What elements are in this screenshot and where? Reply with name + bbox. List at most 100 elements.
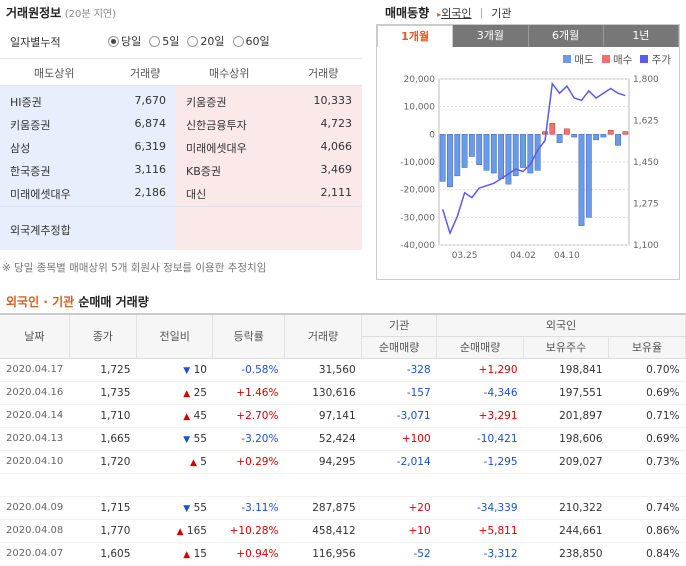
buy-vol-header: 거래량 — [308, 67, 339, 80]
sell-broker-name[interactable]: HI증권 — [10, 96, 42, 109]
buy-broker-vol: 10,333 — [313, 94, 353, 107]
bar — [622, 131, 629, 135]
buy-panel — [176, 58, 362, 250]
cell-rate: +0.29% — [212, 450, 285, 474]
cell-foreign-net: -1,295 — [436, 450, 524, 474]
sell-broker-vol: 3,116 — [134, 163, 167, 176]
cell-date: 2020.04.13 — [0, 427, 70, 451]
trade-info-title: 거래원정보 (20분 지연) — [6, 4, 116, 21]
cell-inst-net: +20 — [361, 496, 437, 520]
period-radio-group: 당일 5일 20일 60일 — [108, 33, 278, 49]
cell-close: 1,715 — [69, 496, 137, 520]
cell-rate: -3.11% — [212, 496, 285, 520]
buy-broker-name[interactable]: 신한금융투자 — [186, 119, 247, 132]
down-triangle-icon: ▼ — [183, 503, 191, 514]
divider — [0, 206, 362, 207]
sell-broker-name[interactable]: 미래에셋대우 — [10, 188, 71, 201]
up-triangle-icon: ▲ — [183, 411, 191, 422]
sell-broker-vol: 6,319 — [134, 140, 167, 153]
sell-broker-name[interactable]: 키움증권 — [10, 119, 51, 132]
sell-broker-vol: 2,186 — [134, 186, 167, 199]
cell-foreign-net: +3,291 — [436, 404, 524, 428]
cell-rate: +2.70% — [212, 404, 285, 428]
table-row: 2020.04.14 1,710 ▲ 45 +2.70% 97,141 -3,0… — [0, 404, 686, 428]
y-left-tick-label: -30,000 — [400, 213, 435, 223]
col-institution: 기관 — [361, 314, 438, 337]
cell-volume: 31,560 — [284, 358, 362, 382]
y-left-tick-label: 20,000 — [404, 75, 436, 85]
sell-broker-name[interactable]: 삼성 — [10, 142, 31, 155]
y-left-tick-label: 10,000 — [404, 103, 436, 113]
cell-holdings: 238,850 — [523, 542, 609, 566]
period-radio-3[interactable]: 60일 — [232, 33, 270, 49]
cell-ratio: 0.69% — [608, 381, 686, 405]
cell-change: ▼ 55 — [136, 427, 213, 451]
cell-inst-net: -2,014 — [361, 450, 437, 474]
bar — [593, 134, 600, 141]
bar — [527, 134, 534, 174]
bar — [439, 134, 446, 182]
cell-foreign-net: +1,290 — [436, 358, 524, 382]
buy-broker-vol: 4,723 — [320, 117, 353, 130]
radio-circle-icon — [108, 35, 119, 47]
table-row: 2020.04.13 1,665 ▼ 55 -3.20% 52,424 +100… — [0, 427, 686, 451]
up-triangle-icon: ▲ — [189, 457, 197, 468]
cell-inst-net: +100 — [361, 427, 437, 451]
bar — [563, 128, 570, 135]
tab-period-2[interactable]: 6개월 — [528, 25, 604, 47]
cell-close: 1,720 — [69, 450, 137, 474]
cell-close: 1,725 — [69, 358, 137, 382]
sell-broker-name[interactable]: 한국증권 — [10, 165, 51, 178]
tab-period-3[interactable]: 1년 — [603, 25, 679, 47]
period-radio-1[interactable]: 5일 — [149, 33, 179, 49]
cell-date: 2020.04.07 — [0, 542, 70, 566]
cell-change: ▲ 165 — [136, 519, 213, 543]
buy-broker-name[interactable]: 키움증권 — [186, 96, 227, 109]
table-row: 2020.04.16 1,735 ▲ 25 +1.46% 130,616 -15… — [0, 381, 686, 405]
net-trading-table: 날짜 종가 전일비 등락률 거래량 기관 외국인 순매매량 순매매량 보유주수 … — [0, 313, 686, 566]
cell-close: 1,605 — [69, 542, 137, 566]
tab-period-1[interactable]: 3개월 — [453, 25, 529, 47]
arrow-right-icon: ▸ — [437, 9, 442, 19]
cell-change: ▼ 55 — [136, 496, 213, 520]
footnote: ※ 당일 종목별 매매상위 5개 회원사 정보를 이용한 추정치임 — [2, 262, 267, 274]
cell-foreign-net: -34,339 — [436, 496, 524, 520]
cell-foreign-net: +5,811 — [436, 519, 524, 543]
foreign-estimate-label: 외국계추정합 — [10, 224, 71, 237]
net-trading-title: 외국인 · 기관 순매매 거래량 — [6, 295, 149, 309]
cell-holdings: 197,551 — [523, 381, 609, 405]
cell-date: 2020.04.16 — [0, 381, 70, 405]
cell-ratio: 0.70% — [608, 358, 686, 382]
cell-foreign-net: -4,346 — [436, 381, 524, 405]
col-volume: 거래량 — [284, 314, 363, 359]
bar — [578, 134, 585, 226]
cell-volume: 458,412 — [284, 519, 362, 543]
bar — [585, 134, 592, 218]
filter-institution-link[interactable]: 기관 — [491, 6, 512, 20]
buy-broker-name[interactable]: KB증권 — [186, 165, 221, 178]
col-inst-net: 순매매량 — [361, 336, 438, 359]
bar — [468, 134, 475, 157]
net-trading-rows: 2020.04.17 1,725 ▼ 10 -0.58% 31,560 -328… — [0, 358, 686, 566]
down-triangle-icon: ▼ — [183, 434, 191, 445]
cell-change: ▲ 25 — [136, 381, 213, 405]
buy-top-header: 매수상위 — [209, 67, 250, 80]
filter-foreign-link[interactable]: ▸외국인 — [437, 6, 472, 20]
cell-change: ▼ 10 — [136, 358, 213, 382]
bar — [447, 134, 453, 188]
cell-change: ▲ 5 — [136, 450, 213, 474]
price-line — [441, 81, 626, 236]
bar — [520, 134, 526, 168]
table-row: 2020.04.08 1,770 ▲ 165 +10.28% 458,412 +… — [0, 519, 686, 543]
period-radio-2[interactable]: 20일 — [187, 33, 225, 49]
y-left-tick-label: -40,000 — [400, 241, 435, 251]
buy-broker-name[interactable]: 미래에셋대우 — [186, 142, 247, 155]
buy-broker-name[interactable]: 대신 — [186, 188, 207, 201]
cell-close: 1,770 — [69, 519, 137, 543]
cell-date: 2020.04.09 — [0, 496, 70, 520]
tab-period-0[interactable]: 1개월 — [377, 25, 454, 47]
cell-rate: +0.94% — [212, 542, 285, 566]
period-radio-0[interactable]: 당일 — [108, 33, 141, 49]
cell-ratio: 0.74% — [608, 496, 686, 520]
table-row: 2020.04.07 1,605 ▲ 15 +0.94% 116,956 -52… — [0, 542, 686, 566]
